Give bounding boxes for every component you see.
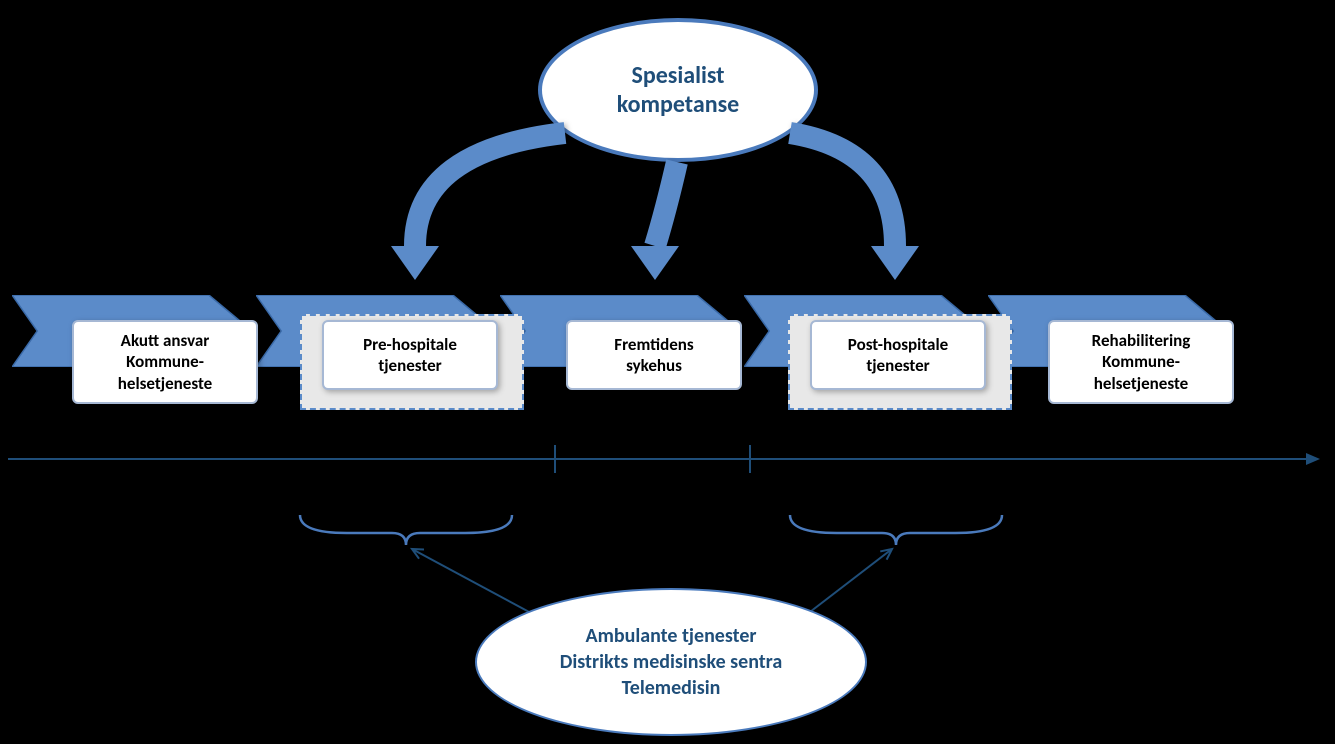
bottom-ellipse-line-2: Distrikts medisinske sentra (560, 649, 782, 675)
bottom-ellipse-text: Ambulante tjenester Distrikts medisinske… (560, 623, 782, 701)
bottom-ellipse-line-3: Telemedisin (560, 675, 782, 701)
diagram-canvas: Spesialist kompetanse Akutt ansvarKommun… (0, 0, 1335, 744)
bottom-ellipse-services: Ambulante tjenester Distrikts medisinske… (475, 588, 867, 736)
bottom-ellipse-line-1: Ambulante tjenester (560, 623, 782, 649)
